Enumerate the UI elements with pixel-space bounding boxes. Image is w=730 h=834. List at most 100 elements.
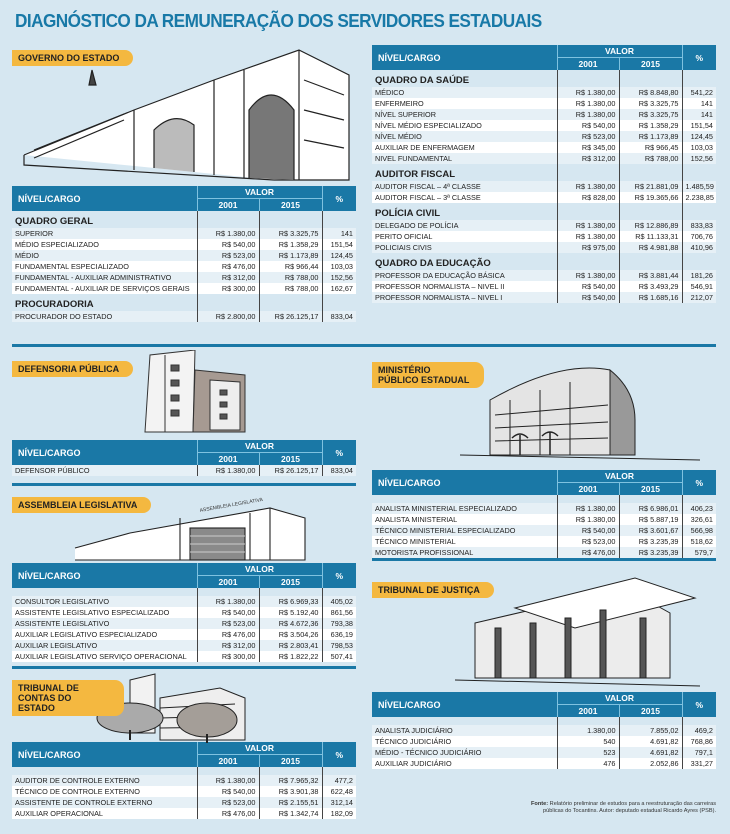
percent-cell: 103,03 [321,261,356,272]
column-header-2001: 2001 [197,452,260,465]
spacer-cell [556,495,619,503]
value-2015-cell: 4.691,82 [618,736,682,747]
value-2001-cell: R$ 540,00 [556,281,619,292]
value-2015-cell: R$ 1.358,29 [618,120,682,131]
column-header-nivel: NÍVEL/CARGO [12,563,198,588]
group-heading: PROCURADORIA [15,298,94,310]
cargo-cell: AUDITOR FISCAL – 4ª CLASSE [372,181,557,192]
value-2015-cell: R$ 966,44 [258,261,322,272]
value-2015-cell: R$ 788,00 [258,272,322,283]
salary-table: NÍVEL/CARGO VALOR% 2001 2015 ANALISTA JUDICI… [372,692,716,769]
badge-governo: GOVERNO DO ESTADO [12,50,134,66]
percent-cell: 541,22 [681,87,716,98]
value-2015-cell: R$ 3.325,75 [258,228,322,239]
value-2001-cell: R$ 523,00 [556,536,619,547]
percent-cell: 2.238,85 [681,192,716,203]
cargo-cell: AUXILIAR DE ENFERMAGEM [372,142,557,153]
column-header-nivel: NÍVEL/CARGO [12,440,198,465]
cargo-cell: FUNDAMENTAL ESPECIALIZADO [12,261,197,272]
spacer-cell [618,70,682,87]
table-row: ASSISTENTE DE CONTROLE EXTERNO R$ 523,00 R… [12,797,356,808]
value-2015-cell: R$ 3.235,39 [618,536,682,547]
value-2001-cell: R$ 975,00 [556,242,619,253]
percent-cell: 124,45 [681,131,716,142]
value-2015-cell: R$ 5.887,19 [618,514,682,525]
table-row: NÍVEL MÉDIO R$ 523,00 R$ 1.173,89 124,45 [372,131,716,142]
percent-cell: 410,96 [681,242,716,253]
cargo-cell: PROCURADOR DO ESTADO [12,311,197,322]
spacer-cell [681,203,716,220]
column-header-percent: % [321,440,356,465]
spacer-cell [681,717,716,725]
value-2001-cell: R$ 1.380,00 [556,503,619,514]
table-row: MÉDICO R$ 1.380,00 R$ 8.848,80 541,22 [372,87,716,98]
value-2015-cell: R$ 3.901,38 [258,786,322,797]
table-row: FUNDAMENTAL - AUXILIAR DE SERVIÇOS GERAI… [12,283,356,294]
percent-cell: 103,03 [681,142,716,153]
cargo-cell: ANALISTA MINISTERIAL ESPECIALIZADO [372,503,557,514]
percent-cell: 833,83 [681,220,716,231]
table-row: AUXILIAR LEGISLATIVO SERVIÇO OPERACIONAL… [12,651,356,662]
cargo-cell: AUXILIAR LEGISLATIVO ESPECIALIZADO [12,629,197,640]
spacer-cell [618,203,682,220]
table-row: ASSISTENTE LEGISLATIVO R$ 523,00 R$ 4.672,… [12,618,356,629]
column-header-2015: 2015 [259,754,323,767]
cargo-cell: MÉDIO - TÉCNICO JUDICIÁRIO [372,747,557,758]
value-2001-cell: R$ 476,00 [196,808,259,819]
table-row: AUDITOR DE CONTROLE EXTERNO R$ 1.380,00 R$… [12,775,356,786]
column-header-2001: 2001 [197,754,260,767]
table-row: NÍVEL MÉDIO ESPECIALIZADO R$ 540,00 R$ 1.3… [372,120,716,131]
percent-cell: 797,1 [681,747,716,758]
cargo-cell: AUDITOR FISCAL – 3ª CLASSE [372,192,557,203]
value-2001-cell: R$ 1.380,00 [556,181,619,192]
column-header-2001: 2001 [557,704,620,717]
spacer-cell [372,717,557,725]
value-2015-cell: R$ 1.685,16 [618,292,682,303]
cargo-cell: PERITO OFICIAL [372,231,557,242]
value-2015-cell: R$ 3.504,26 [258,629,322,640]
table-row: AUXILIAR OPERACIONAL R$ 476,00 R$ 1.342,74… [12,808,356,819]
table-row: PROCURADOR DO ESTADO R$ 2.800,00 R$ 26.125… [12,311,356,322]
source-label: Fonte: [531,801,549,807]
group-heading: QUADRO GERAL [15,215,94,227]
table-row: TÉCNICO DE CONTROLE EXTERNO R$ 540,00 R$ 3… [12,786,356,797]
table-row: ANALISTA MINISTERIAL R$ 1.380,00 R$ 5.887,… [372,514,716,525]
value-2001-cell: R$ 1.380,00 [556,220,619,231]
table-row: SUPERIOR R$ 1.380,00 R$ 3.325,75 141 [12,228,356,239]
badge-defensoria: DEFENSORIA PÚBLICA [12,361,134,377]
column-header-percent: % [681,470,716,495]
spacer-cell [556,717,619,725]
column-header-valor: VALOR [197,563,322,576]
table-row: AUXILIAR JUDICIÁRIO 476 2.052,86 331,27 [372,758,716,769]
column-header-valor: VALOR [557,45,682,58]
spacer-row [372,717,716,725]
cargo-cell: NÍVEL SUPERIOR [372,109,557,120]
percent-cell: 141 [681,98,716,109]
table-row: NÍVEL SUPERIOR R$ 1.380,00 R$ 3.325,75 141 [372,109,716,120]
value-2001-cell: R$ 540,00 [196,239,259,250]
percent-cell: 331,27 [681,758,716,769]
spacer-cell [258,211,322,228]
value-2015-cell: R$ 12.886,89 [618,220,682,231]
table-mpe: NÍVEL/CARGO VALOR% 2001 2015 ANALISTA MINIST… [372,470,716,558]
table-row: AUXILIAR LEGISLATIVO R$ 312,00 R$ 2.803,41… [12,640,356,651]
table-row: MÉDIO - TÉCNICO JUDICIÁRIO 523 4.691,82 797… [372,747,716,758]
divider [372,558,716,561]
value-2001-cell: R$ 540,00 [556,292,619,303]
divider [12,483,356,486]
percent-cell: 151,54 [321,239,356,250]
spacer-cell [618,495,682,503]
cargo-cell: AUDITOR DE CONTROLE EXTERNO [12,775,197,786]
column-header-nivel: NÍVEL/CARGO [12,742,198,767]
table-assembleia: NÍVEL/CARGO VALOR% 2001 2015 CONSULTOR LEGIS… [12,563,356,662]
value-2001-cell: R$ 476,00 [196,261,259,272]
table-row: ANALISTA JUDICIÁRIO 1.380,00 7.855,02 469,2 [372,725,716,736]
source-note: Fonte: Relatório preliminar de estudos p… [531,801,716,815]
value-2015-cell: R$ 1.342,74 [258,808,322,819]
defensoria-building-illustration [144,350,246,433]
value-2001-cell: R$ 345,00 [556,142,619,153]
table-row: FUNDAMENTAL - AUXILIAR ADMINISTRATIVO R$ … [12,272,356,283]
table-row: PROFESSOR NORMALISTA – NIVEL I R$ 540,00 R… [372,292,716,303]
cargo-cell: NÍVEL MÉDIO ESPECIALIZADO [372,120,557,131]
percent-cell: 798,53 [321,640,356,651]
